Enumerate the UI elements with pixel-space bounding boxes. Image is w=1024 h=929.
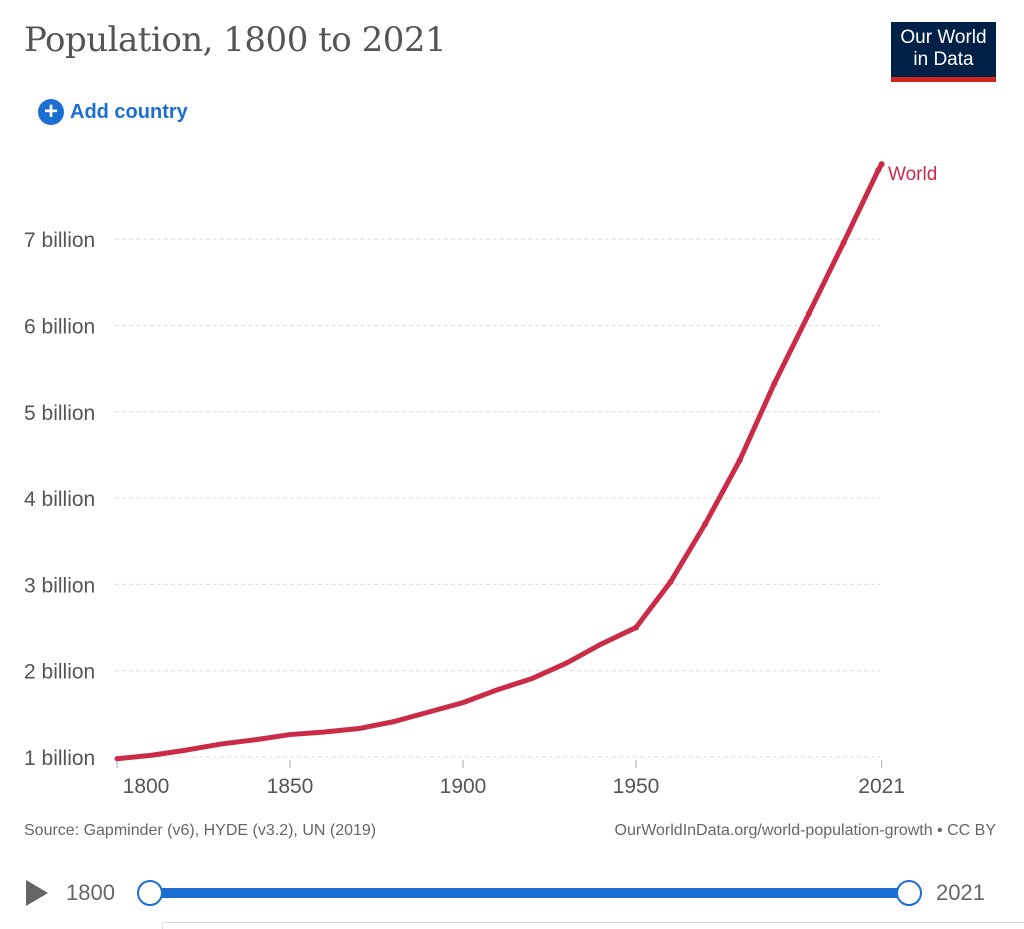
data-point xyxy=(633,624,639,631)
tab-bar xyxy=(162,922,1024,929)
y-tick-label: 5 billion xyxy=(24,402,95,425)
data-point xyxy=(878,161,885,168)
chart-title: Population, 1800 to 2021 xyxy=(24,20,447,60)
source-link[interactable]: OurWorldInData.org/world-population-grow… xyxy=(614,822,996,839)
y-tick-label: 2 billion xyxy=(24,661,95,684)
x-tick-label: 1800 xyxy=(123,775,170,798)
timeline-start-label: 1800 xyxy=(66,880,115,905)
data-point xyxy=(840,239,847,246)
x-tick-label: 1950 xyxy=(613,775,660,798)
timeline-start-handle[interactable] xyxy=(137,880,163,906)
data-point xyxy=(736,457,743,464)
plus-circle-icon: + xyxy=(38,99,64,125)
add-country-button[interactable]: + Add country xyxy=(38,99,188,125)
world-series-line xyxy=(114,161,885,762)
y-tick-label: 7 billion xyxy=(24,229,95,252)
x-tick-label: 1900 xyxy=(440,775,487,798)
logo-line1: Our World xyxy=(900,27,987,48)
timeline-end-handle[interactable] xyxy=(896,880,922,906)
x-tick-label: 1850 xyxy=(267,775,314,798)
logo-line2: in Data xyxy=(913,49,974,70)
source-note: Source: Gapminder (v6), HYDE (v3.2), UN … xyxy=(24,822,377,839)
data-point xyxy=(806,310,812,317)
series-label: World xyxy=(888,164,937,185)
y-tick-label: 6 billion xyxy=(24,316,95,339)
x-tick-label: 2021 xyxy=(858,775,905,798)
data-point xyxy=(667,578,674,585)
data-point xyxy=(875,167,882,174)
y-tick-label: 3 billion xyxy=(24,574,95,597)
data-point xyxy=(771,380,778,387)
timeline-track[interactable] xyxy=(150,888,908,898)
owid-logo[interactable]: Our World in Data xyxy=(891,22,996,82)
timeline-end-label: 2021 xyxy=(936,880,985,905)
y-tick-label: 1 billion xyxy=(24,747,95,770)
y-tick-label: 4 billion xyxy=(24,488,95,511)
add-country-label: Add country xyxy=(70,100,188,123)
line-chart: 1 billion 2 billion 3 billion 4 billion 5 bi… xyxy=(24,161,937,798)
data-point xyxy=(702,520,709,527)
play-icon[interactable] xyxy=(26,880,48,906)
